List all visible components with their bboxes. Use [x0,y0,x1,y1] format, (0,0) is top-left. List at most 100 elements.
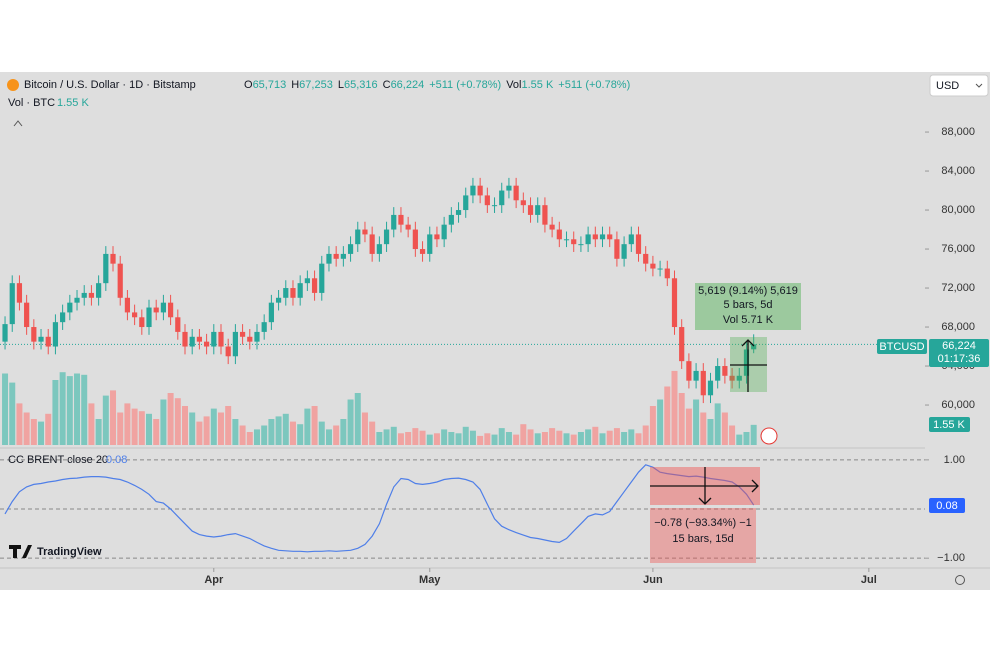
volume-bar [9,382,16,445]
candle-body [477,185,483,196]
event-icon[interactable] [760,427,778,445]
measure-text: −0.78 (−93.34%) −1 [654,517,752,529]
volume-bar [146,413,153,445]
logo-text: TradingView [37,546,102,558]
volume-bar [131,408,138,445]
volume-bar [621,432,628,445]
volume-bar [217,412,224,445]
candle-body [707,380,714,396]
volume-bar [354,393,361,445]
y-tick-label: 84,000 [941,165,975,177]
volume-bar [448,432,455,445]
candle-body [268,302,274,323]
candle-body [571,239,577,245]
candle-body [88,292,95,298]
settings-icon[interactable] [955,575,965,585]
volume-bar [570,434,577,445]
volume-bar [484,433,491,445]
volume-value: 1.55 K [57,97,89,109]
volume-bar [23,412,30,445]
candle-body [419,249,426,254]
candle-body [578,244,584,246]
volume-title: Vol · BTC [8,97,55,109]
candle-body [290,288,296,298]
volume-bar [52,380,59,445]
marks: 60,00064,00068,00072,00076,00080,00084,0… [0,126,975,586]
y-tick-label: −1.00 [937,552,965,564]
candle-body [45,336,51,347]
candle-body [470,185,476,196]
volume-bar [426,434,433,445]
candle-body [196,336,202,342]
volume-bar [88,403,95,445]
candle-body [383,229,390,245]
x-tick-label: Jun [643,574,663,586]
candle-body [484,195,490,206]
candle-body [153,307,159,313]
candle-body [333,253,339,259]
indicator-tag-label: 0.08 [936,500,957,512]
candle-body [679,327,685,362]
volume-bar [210,408,217,445]
volume-bar [678,393,685,445]
candle-body [275,297,282,303]
candle-body [96,283,102,298]
chart-background [0,72,990,590]
candle-body [455,210,462,215]
volume-bar [707,419,714,445]
volume-bar [649,406,656,445]
volume-bar [750,424,757,445]
volume-bar [59,372,66,445]
currency-dropdown[interactable] [929,74,989,97]
volume-bar [585,429,592,445]
candle-body [168,302,174,318]
volume-bar [390,426,397,445]
volume-bar [110,390,117,445]
volume-bar [556,430,563,445]
volume-bar [153,419,160,445]
ohlc-item: L [338,79,344,91]
volume-bar [462,426,469,445]
measure-text: 5,619 (9.14%) 5,619 [698,285,798,297]
candle-body [81,292,87,298]
ticker-tag [877,339,927,354]
volume-bar [268,419,275,445]
candle-body [434,234,440,240]
candle-body [326,253,332,264]
measure-text: Vol 5.71 K [723,314,774,326]
candle-body [189,336,195,347]
volume-bar [182,406,188,445]
candle-body [412,229,418,250]
volume-bar [469,430,476,445]
candle-body [743,349,750,376]
x-tick-label: May [419,574,441,586]
candle-body [592,234,598,240]
ohlc-item: +511 (+0.78%) [558,79,630,91]
candle-body [232,331,238,357]
volume-bar [138,411,145,445]
collapse-icon[interactable] [13,120,23,127]
volume-bar [498,428,505,445]
candle-body [549,224,555,230]
volume-bar [700,412,707,445]
candle-body [160,302,167,313]
candle-body [398,214,404,225]
volume-bar [275,416,282,445]
candle-body [693,370,699,381]
candle-body [448,214,454,225]
volume-bar [289,421,296,445]
volume-bar [541,432,548,445]
volume-bar [563,433,570,445]
dropdown-caret [975,83,983,88]
volume-bar [246,432,253,445]
volume-bar [721,412,728,445]
candle-body [218,331,224,347]
candle-body [463,195,469,211]
volume-bar [369,421,376,445]
volume-bar [477,435,484,445]
volume-bar [685,408,692,445]
y-tick-label: 76,000 [941,243,975,255]
indicator-value: 0.08 [106,454,127,466]
candle-body [643,253,649,264]
candle-body [117,263,123,298]
